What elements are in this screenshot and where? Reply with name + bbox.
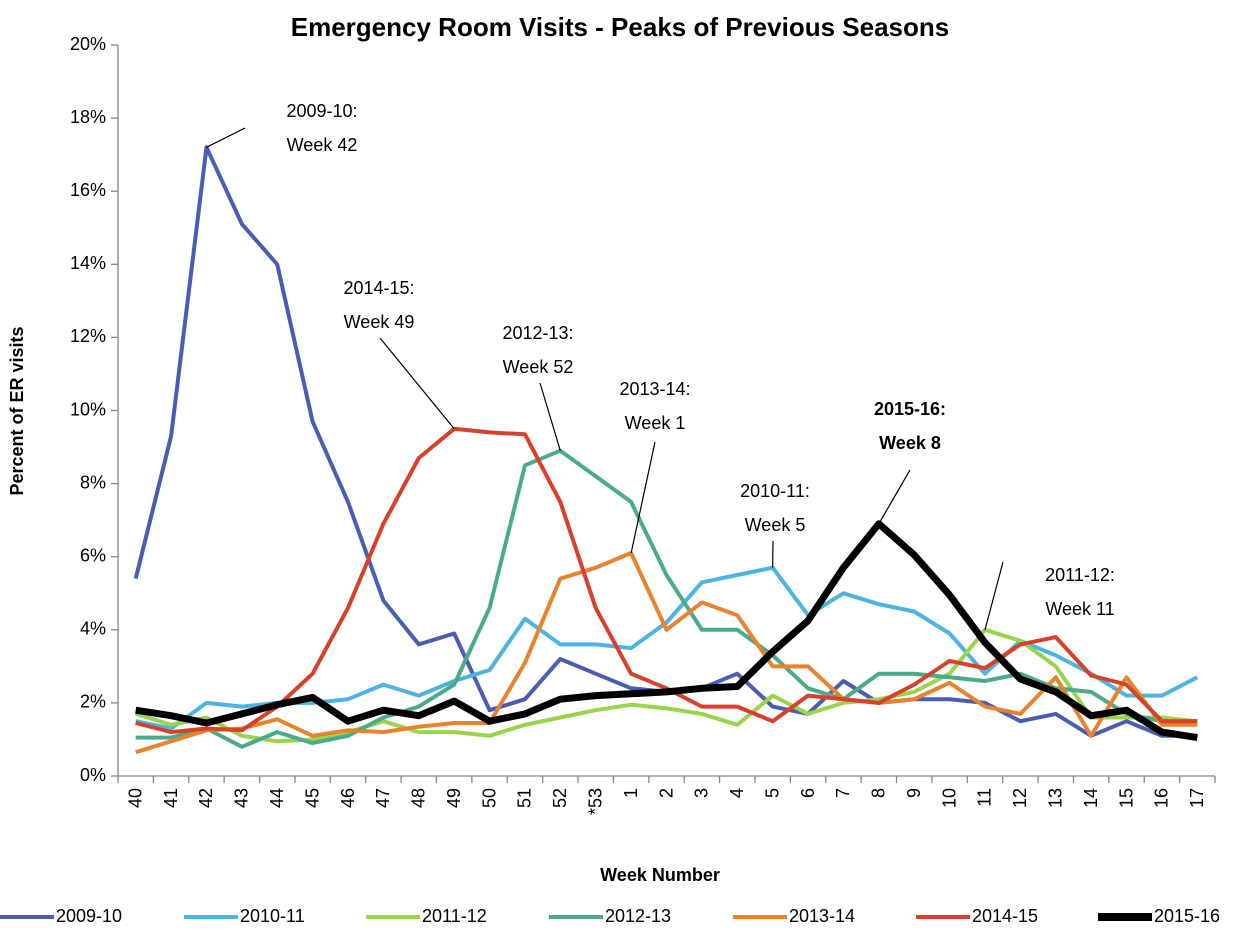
x-tick-label: 44 — [267, 788, 287, 808]
x-tick-label: 7 — [833, 788, 853, 798]
legend-label: 2012-13 — [605, 906, 671, 926]
x-tick-label: 13 — [1046, 788, 1066, 808]
series-line — [135, 520, 1198, 742]
x-tick-label: 42 — [196, 788, 216, 808]
y-tick-label: 4% — [80, 619, 106, 639]
annotation-leader — [984, 561, 1004, 630]
x-tick-label: 10 — [939, 788, 959, 808]
annotation: 2010-11: — [740, 481, 810, 501]
annotation-leader — [878, 469, 911, 525]
y-axis-label: Percent of ER visits — [7, 326, 27, 495]
x-tick-label: 8 — [869, 788, 889, 798]
x-tick-label: 9 — [904, 788, 924, 798]
x-tick-label: 17 — [1187, 788, 1207, 808]
x-tick-label: 45 — [302, 788, 322, 808]
x-axis-label: Week Number — [600, 865, 720, 885]
legend-label: 2010-11 — [240, 906, 305, 926]
y-tick-label: 12% — [70, 326, 106, 346]
annotation: 2009-10: — [286, 101, 357, 121]
annotation: Week 1 — [625, 413, 686, 433]
x-tick-label: 6 — [798, 788, 818, 798]
x-tick-label: 14 — [1081, 788, 1101, 808]
annotation: 2015-16: — [874, 399, 946, 419]
x-tick-label: 47 — [373, 788, 393, 808]
x-tick-label: 48 — [409, 788, 429, 808]
legend-label: 2009-10 — [56, 906, 122, 926]
chart-title: Emergency Room Visits - Peaks of Previou… — [291, 12, 949, 42]
x-tick-label: 15 — [1116, 788, 1136, 808]
y-tick-label: 16% — [70, 180, 106, 200]
annotation-leader — [539, 382, 561, 451]
y-tick-label: 10% — [70, 399, 106, 419]
y-tick-label: 20% — [70, 34, 106, 54]
annotation: 2013-14: — [619, 379, 690, 399]
series-line — [135, 448, 1198, 749]
annotation: Week 42 — [287, 135, 358, 155]
series-line — [135, 426, 1198, 735]
x-tick-label: 40 — [125, 788, 145, 808]
annotation: Week 11 — [1045, 599, 1114, 619]
x-tick-label: 11 — [975, 788, 995, 807]
annotation-leader — [630, 441, 656, 554]
x-tick-label: 50 — [479, 788, 499, 808]
annotation: Week 8 — [879, 433, 941, 453]
x-tick-label: 16 — [1152, 788, 1172, 808]
annotation-leader — [206, 127, 246, 148]
series-line — [135, 627, 1198, 744]
series-line — [135, 551, 1198, 755]
y-tick-label: 0% — [80, 765, 106, 785]
x-tick-label: 41 — [161, 788, 181, 808]
y-tick-label: 8% — [80, 472, 106, 492]
annotation: Week 49 — [344, 312, 415, 332]
x-tick-label: 3 — [692, 788, 712, 798]
legend-label: 2015-16 — [1154, 906, 1220, 926]
x-tick-label: 5 — [762, 788, 782, 798]
x-tick-label: *53 — [585, 788, 605, 815]
legend-label: 2011-12 — [422, 906, 487, 926]
annotation: 2012-13: — [502, 323, 573, 343]
x-tick-label: 43 — [232, 788, 252, 808]
annotation: 2011-12: — [1045, 565, 1115, 585]
legend-label: 2013-14 — [789, 906, 855, 926]
x-tick-label: 12 — [1010, 788, 1030, 808]
annotation-leader — [379, 337, 455, 430]
annotation: Week 5 — [745, 515, 806, 535]
y-tick-label: 18% — [70, 107, 106, 127]
y-tick-label: 2% — [80, 692, 106, 712]
x-tick-label: 1 — [621, 788, 641, 798]
y-tick-label: 14% — [70, 253, 106, 273]
x-tick-label: 51 — [515, 788, 535, 808]
annotation: 2014-15: — [343, 278, 414, 298]
legend-label: 2014-15 — [972, 906, 1038, 926]
x-tick-label: 49 — [444, 788, 464, 808]
annotation: Week 52 — [503, 357, 574, 377]
x-tick-label: 52 — [550, 788, 570, 808]
x-tick-label: 2 — [656, 788, 676, 798]
x-tick-label: 4 — [727, 788, 747, 798]
x-tick-label: 46 — [338, 788, 358, 808]
y-tick-label: 6% — [80, 545, 106, 565]
